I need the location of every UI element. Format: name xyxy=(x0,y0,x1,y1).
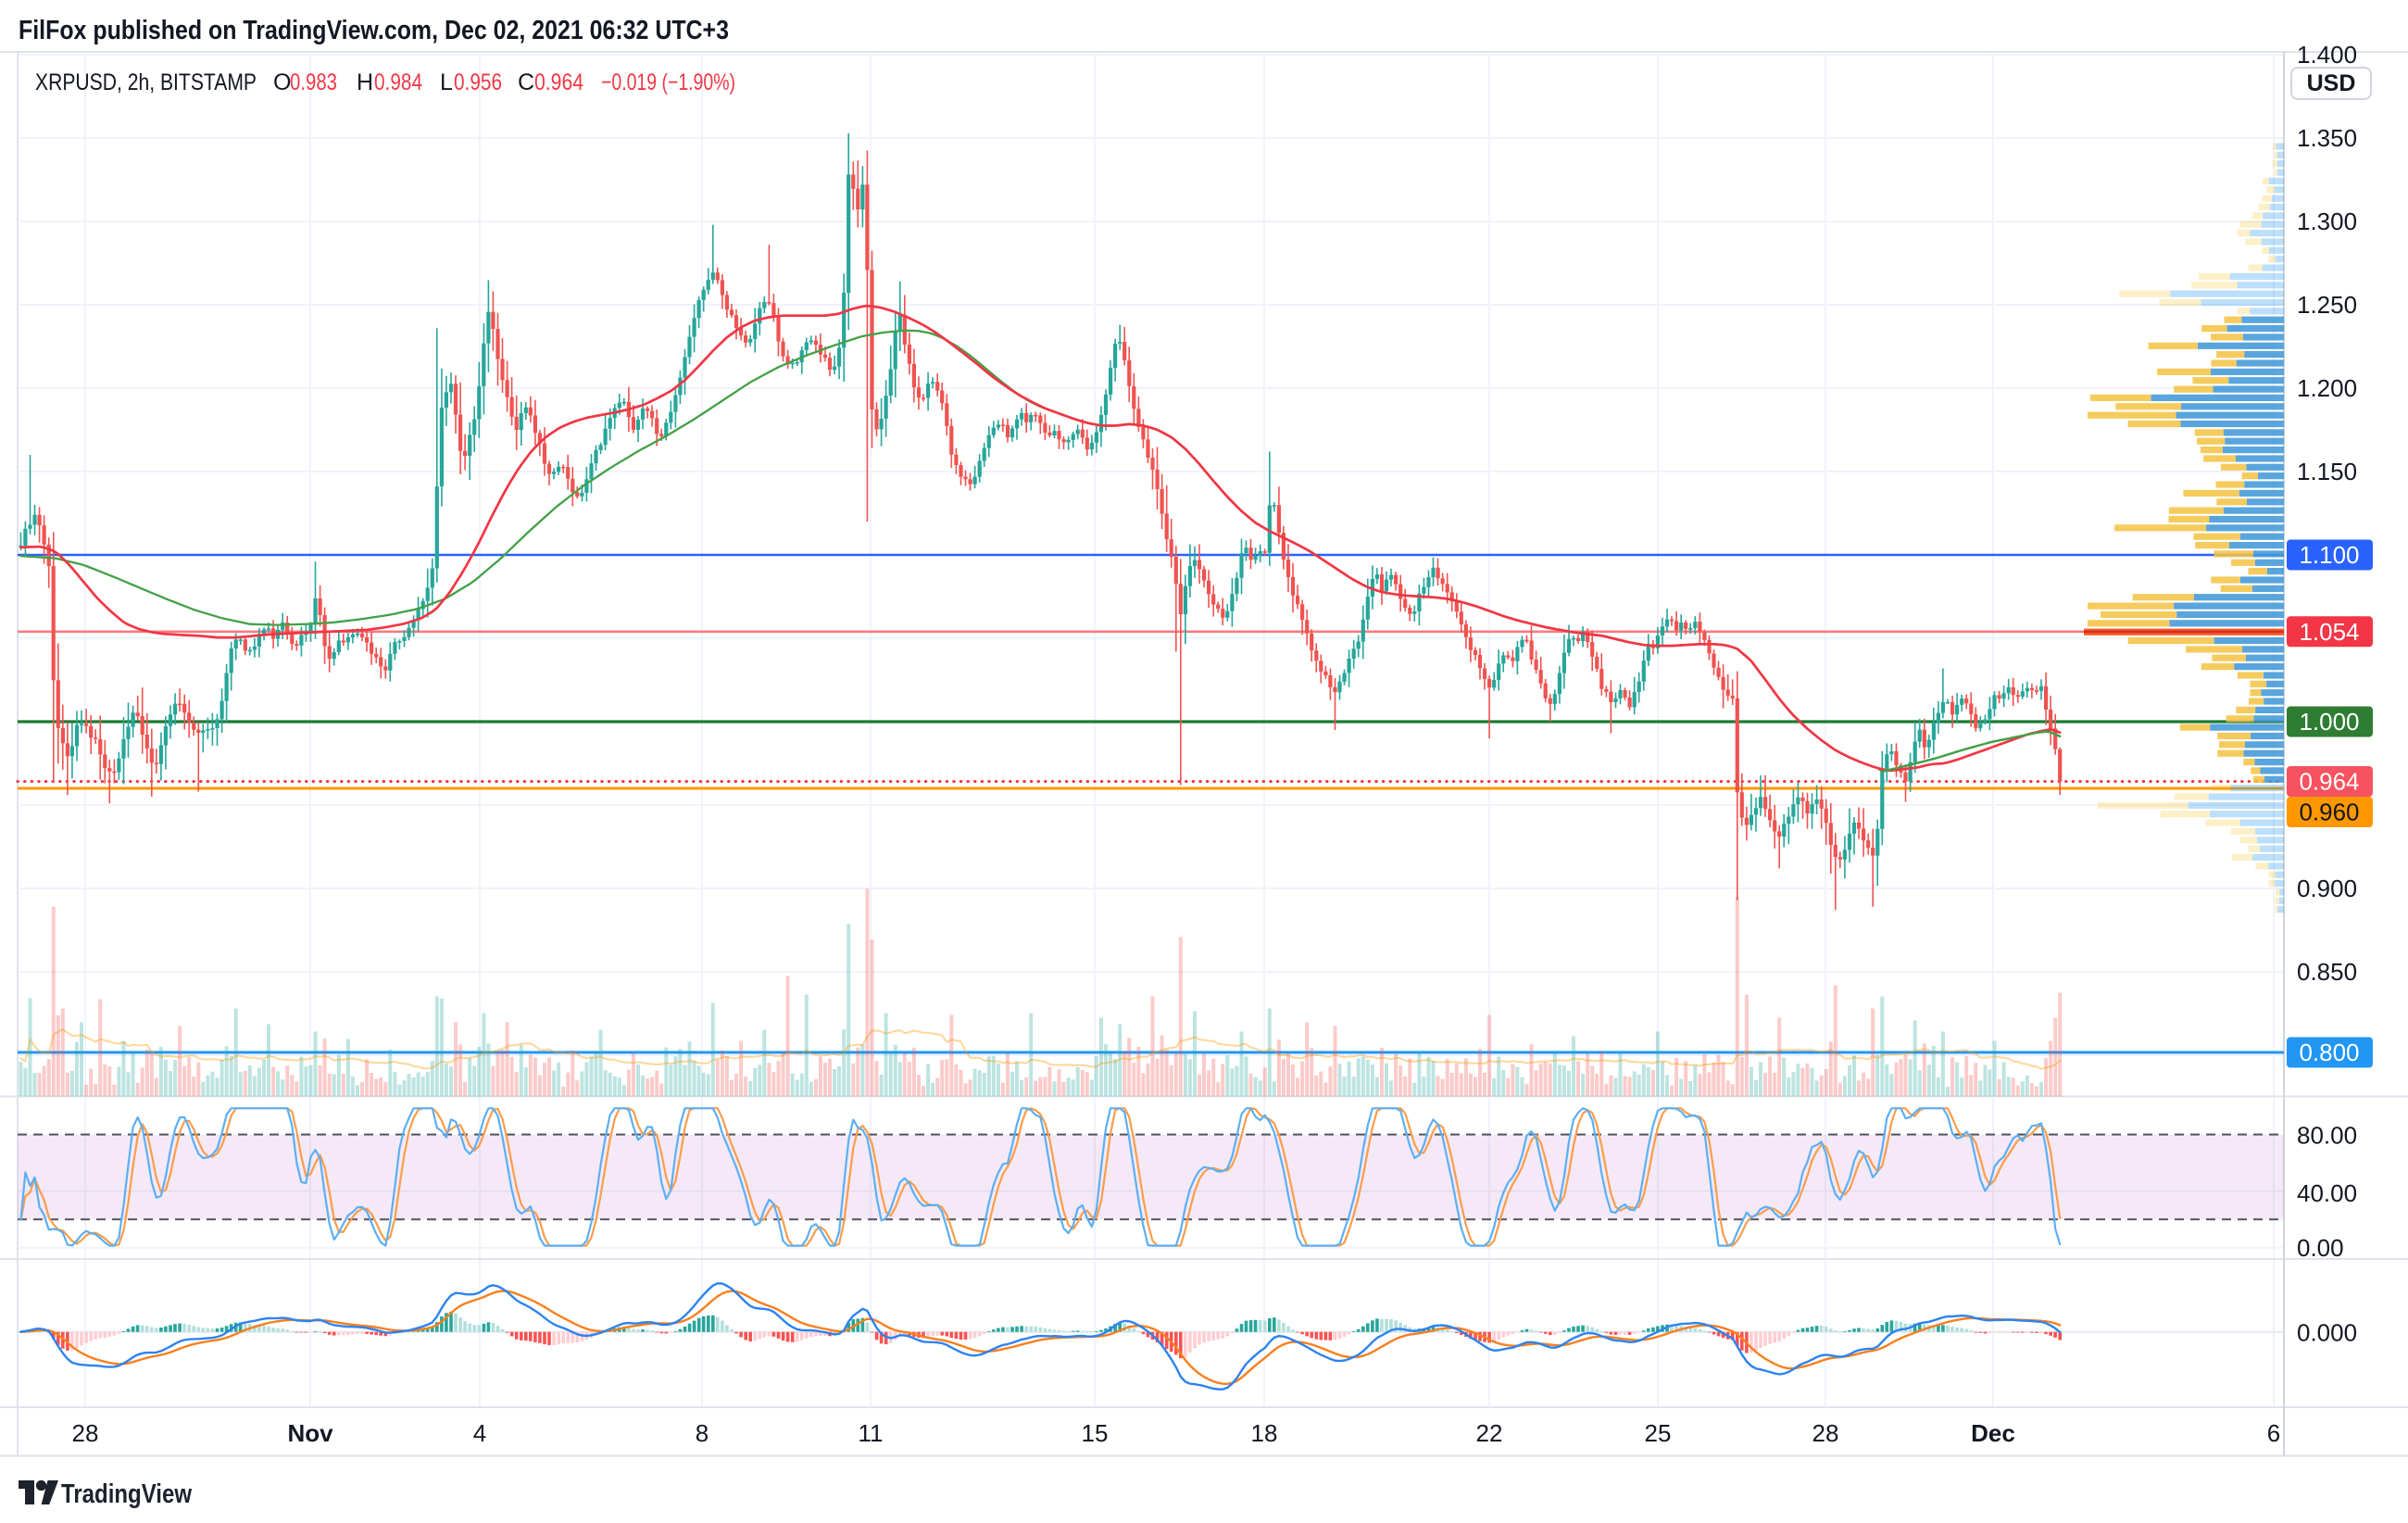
svg-text:18: 18 xyxy=(1251,1419,1278,1447)
svg-text:1.350: 1.350 xyxy=(2297,124,2357,152)
svg-text:0.900: 0.900 xyxy=(2297,875,2357,902)
svg-text:40.00: 40.00 xyxy=(2297,1179,2357,1207)
svg-text:11: 11 xyxy=(859,1419,884,1447)
svg-text:0.956: 0.956 xyxy=(454,69,502,95)
svg-text:15: 15 xyxy=(1082,1419,1109,1447)
svg-text:Dec: Dec xyxy=(1971,1419,2015,1447)
svg-text:28: 28 xyxy=(1812,1419,1839,1447)
svg-text:0.960: 0.960 xyxy=(2299,799,2359,826)
svg-text:22: 22 xyxy=(1476,1419,1503,1447)
svg-text:1.250: 1.250 xyxy=(2297,291,2357,319)
svg-text:0.800: 0.800 xyxy=(2299,1038,2359,1066)
svg-text:−0.019 (−1.90%): −0.019 (−1.90%) xyxy=(601,69,735,95)
svg-text:25: 25 xyxy=(1645,1419,1672,1447)
svg-text:0.984: 0.984 xyxy=(374,69,422,95)
svg-text:TradingView: TradingView xyxy=(61,1479,192,1509)
svg-text:0.850: 0.850 xyxy=(2297,958,2357,986)
svg-text:6: 6 xyxy=(2267,1419,2280,1447)
svg-text:0.964: 0.964 xyxy=(534,69,583,95)
svg-text:0.00: 0.00 xyxy=(2297,1234,2344,1262)
svg-text:8: 8 xyxy=(696,1419,709,1447)
svg-text:1.200: 1.200 xyxy=(2297,374,2357,402)
svg-text:USD: USD xyxy=(2307,70,2356,96)
svg-text:28: 28 xyxy=(72,1419,99,1447)
svg-text:H: H xyxy=(357,69,373,95)
svg-text:1.400: 1.400 xyxy=(2297,41,2357,69)
svg-text:0.000: 0.000 xyxy=(2297,1319,2357,1347)
svg-text:O: O xyxy=(273,69,291,95)
svg-text:L: L xyxy=(440,69,453,95)
svg-text:4: 4 xyxy=(473,1419,486,1447)
svg-text:1.000: 1.000 xyxy=(2299,708,2359,736)
svg-text:1.150: 1.150 xyxy=(2297,458,2357,485)
svg-text:0.964: 0.964 xyxy=(2299,768,2359,796)
svg-text:XRPUSD, 2h, BITSTAMP: XRPUSD, 2h, BITSTAMP xyxy=(35,69,257,95)
svg-text:0.983: 0.983 xyxy=(290,69,337,95)
svg-text:FilFox published on TradingVie: FilFox published on TradingView.com, Dec… xyxy=(19,16,729,45)
svg-text:1.300: 1.300 xyxy=(2297,208,2357,235)
svg-text:1.100: 1.100 xyxy=(2299,541,2359,569)
svg-text:Nov: Nov xyxy=(287,1419,333,1447)
svg-text:C: C xyxy=(518,69,534,95)
svg-text:1.054: 1.054 xyxy=(2299,618,2359,646)
svg-text:80.00: 80.00 xyxy=(2297,1122,2357,1150)
